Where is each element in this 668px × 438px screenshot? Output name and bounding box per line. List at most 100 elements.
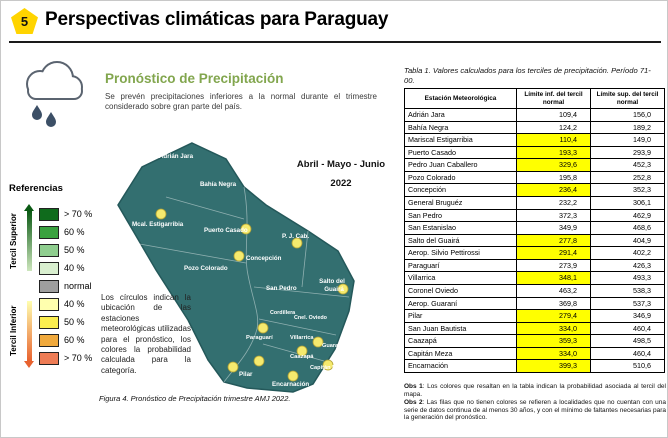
table-row: Coronel Oviedo 463,2 538,3: [404, 283, 665, 298]
table-row: Salto del Guairá 277,8 404,9: [404, 233, 665, 248]
station-name-cell: Villarrica: [404, 271, 517, 285]
station-name-cell: San Estanislao: [404, 221, 517, 235]
page-title: Perspectivas climáticas para Paraguay: [45, 9, 389, 30]
legend-item-label: 50 %: [64, 245, 85, 255]
legend-item-label: > 70 %: [64, 209, 93, 219]
station-name-cell: Puerto Casado: [404, 145, 517, 160]
limit-inf-cell: 109,4: [516, 108, 591, 122]
legend-item: 50 %: [39, 313, 92, 331]
tercil-superior-arrow-icon: [24, 204, 34, 271]
limit-inf-cell: 329,6: [516, 158, 591, 172]
station-marker: [253, 355, 265, 367]
legend-item: 40 %: [39, 295, 92, 313]
limit-sup-cell: 460,4: [590, 346, 665, 361]
limit-inf-cell: 334,0: [516, 346, 591, 361]
map-label: Guairá: [324, 286, 344, 293]
station-marker: [312, 336, 324, 348]
legend-item: normal: [39, 277, 92, 295]
limit-sup-cell: 426,3: [590, 258, 665, 273]
table-row: Aerop. Silvio Pettirossi 291,4 402,2: [404, 246, 665, 260]
limit-sup-cell: 346,9: [590, 309, 665, 323]
obs-2-text: : Las filas que no tienen colores se ref…: [404, 399, 666, 422]
station-name-cell: Pozo Colorado: [404, 170, 517, 185]
station-marker: [257, 322, 269, 334]
slide-number-badge: 5: [11, 8, 38, 34]
map-label: Salto del: [319, 278, 345, 285]
tercil-inferior-label: Tercil Inferior: [9, 305, 18, 357]
table-row: Aerop. Guaraní 369,8 537,3: [404, 296, 665, 311]
limit-inf-cell: 279,4: [516, 309, 591, 323]
map-label: Pozo Colorado: [184, 265, 228, 272]
table-row: Paraguarí 273,9 426,3: [404, 258, 665, 273]
legend-swatch: [39, 207, 59, 221]
limit-inf-cell: 291,4: [516, 246, 591, 260]
map-label: Adrián Jara: [159, 153, 194, 160]
limit-sup-cell: 460,4: [590, 321, 665, 336]
map-label: Villarrica: [290, 335, 314, 341]
map-label: Puerto Casado: [204, 227, 248, 234]
header-divider: [9, 41, 661, 43]
table-row: San Pedro 372,3 462,9: [404, 208, 665, 223]
station-name-cell: Paraguarí: [404, 258, 517, 273]
station-marker: [155, 208, 167, 220]
col-header-station: Estación Meteorológica: [404, 87, 517, 110]
legend-item: 50 %: [39, 241, 92, 259]
col-header-limit-inf: Límite inf. del tercil normal: [516, 87, 591, 110]
obs-1: Obs 1: Los colores que resaltan en la ta…: [404, 383, 666, 398]
table-row: Concepción 236,4 352,3: [404, 183, 665, 198]
station-marker: [287, 370, 299, 382]
obs-2-label: Obs 2: [404, 399, 423, 406]
section-title: Pronóstico de Precipitación: [105, 71, 284, 86]
limit-sup-cell: 538,3: [590, 283, 665, 298]
limit-sup-cell: 404,9: [590, 233, 665, 248]
table-row: Pedro Juan Caballero 329,6 452,3: [404, 158, 665, 172]
table-row: Villarrica 348,1 493,3: [404, 271, 665, 285]
map-label: Pilar: [239, 371, 253, 378]
station-marker: [233, 250, 245, 262]
table-caption: Tabla 1. Valores calculados para los ter…: [404, 66, 651, 85]
station-name-cell: Pedro Juan Caballero: [404, 158, 517, 172]
paraguay-map: Adrián Jara Bahía Negra Mcal. Estigarrib…: [117, 142, 355, 393]
station-name-cell: Bahía Negra: [404, 120, 517, 135]
legend-swatch: [39, 225, 59, 239]
station-marker: [296, 345, 308, 357]
limit-inf-cell: 110,4: [516, 133, 591, 147]
map-label: Concepción: [246, 255, 282, 262]
circles-note: Los círculos indican la ubicación de las…: [101, 293, 191, 375]
legend-item: > 70 %: [39, 205, 92, 223]
station-name-cell: Encarnación: [404, 359, 517, 373]
legend-item-label: 40 %: [64, 263, 85, 273]
legend-item-label: normal: [64, 281, 92, 291]
limit-sup-cell: 462,9: [590, 208, 665, 223]
table-row: Capitán Meza 334,0 460,4: [404, 346, 665, 361]
obs-1-text: : Los colores que resaltan en la tabla i…: [404, 383, 666, 398]
station-marker: [227, 361, 239, 373]
legend-swatch: [39, 315, 59, 329]
legend-item: 40 %: [39, 259, 92, 277]
table-row: San Juan Bautista 334,0 460,4: [404, 321, 665, 336]
legend-swatch: [39, 243, 59, 257]
limit-inf-cell: 273,9: [516, 258, 591, 273]
limit-inf-cell: 372,3: [516, 208, 591, 223]
paraguay-outline: [117, 142, 355, 393]
limit-sup-cell: 293,9: [590, 145, 665, 160]
limit-inf-cell: 236,4: [516, 183, 591, 198]
table-row: Puerto Casado 193,3 293,9: [404, 145, 665, 160]
station-name-cell: General Bruguéz: [404, 196, 517, 210]
legend-rows: > 70 % 60 % 50 % 40 % normal 40 % 50 % 60 % > 70…: [39, 205, 92, 367]
station-marker: [337, 283, 349, 295]
table-row: Mariscal Estigarribia 110,4 149,0: [404, 133, 665, 147]
col-header-limit-sup: Límite sup. del tercil normal: [590, 87, 665, 110]
raindrop-icon: [32, 105, 56, 127]
station-marker: [322, 359, 334, 371]
legend-item-label: 60 %: [64, 227, 85, 237]
legend-swatch: [39, 351, 59, 365]
limit-sup-cell: 498,5: [590, 334, 665, 348]
station-name-cell: Adrián Jara: [404, 108, 517, 122]
forecast-summary: Se prevén precipitaciones inferiores a l…: [105, 92, 377, 112]
map-labels: Adrián Jara Bahía Negra Mcal. Estigarrib…: [132, 153, 347, 388]
limit-sup-cell: 452,3: [590, 158, 665, 172]
legend-swatch: [39, 279, 59, 293]
legend-title: Referencias: [9, 183, 63, 194]
tercil-superior-label: Tercil Superior: [9, 213, 18, 269]
